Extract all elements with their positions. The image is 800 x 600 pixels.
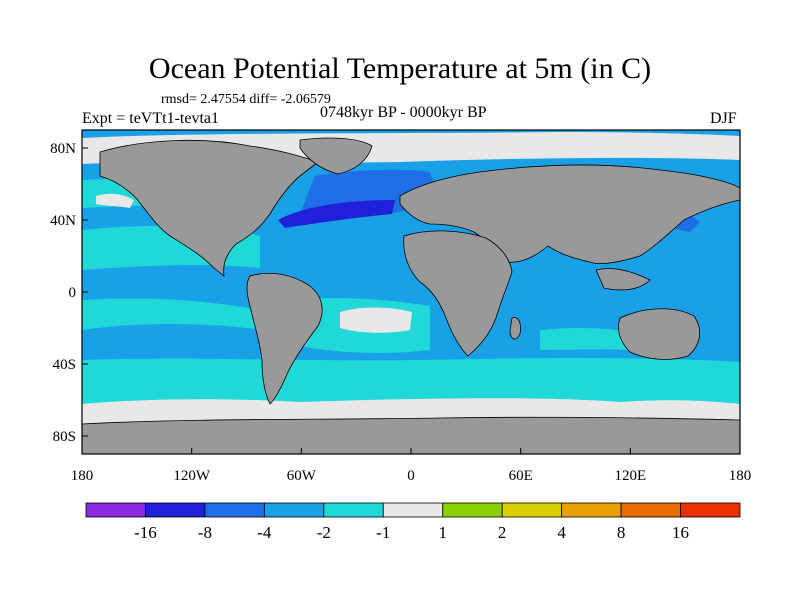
colorbar-swatch	[263, 502, 325, 518]
colorbar-label: -8	[198, 523, 212, 542]
lat-tick-label: 0	[69, 285, 77, 301]
colorbar-swatch	[382, 502, 444, 518]
colorbar-label: -4	[257, 523, 272, 542]
north-atlantic-deep-cold	[278, 200, 395, 228]
madagascar	[509, 317, 521, 340]
colorbar-swatch	[442, 502, 503, 518]
lon-tick-label: 120E	[614, 468, 646, 484]
experiment-label: Expt = teVTt1-tevta1	[82, 110, 219, 127]
latitude-axis: 80N 40N 0 40S 80S	[50, 141, 88, 445]
australia	[618, 308, 701, 360]
ocean-band-light	[82, 298, 270, 330]
colorbar-swatch	[620, 502, 681, 518]
lat-tick-label: 80S	[53, 429, 76, 445]
colorbar-swatch	[680, 502, 741, 518]
southeast-asia	[595, 268, 651, 291]
colorbar-label: 8	[617, 523, 626, 542]
colorbar-swatch	[85, 502, 146, 518]
colorbar-label: 2	[498, 523, 507, 542]
ocean-band-light	[82, 358, 740, 410]
colorbar-label: 4	[557, 523, 566, 542]
lon-tick-label: 180	[729, 468, 752, 484]
period-label: 0748kyr BP - 0000kyr BP	[320, 104, 487, 121]
colorbar-swatch	[561, 502, 622, 518]
stats-text: rmsd= 2.47554 diff= -2.06579	[161, 92, 331, 107]
lon-tick-label: 60W	[287, 468, 317, 484]
map-title: Ocean Potential Temperature at 5m (in C)	[148, 52, 652, 85]
neutral-patch	[340, 307, 412, 333]
colorbar: -16 -8 -4 -2 -1 1 2 4 8 16	[85, 502, 741, 542]
land-masses	[82, 137, 740, 454]
lon-tick-label: 0	[407, 468, 415, 484]
colorbar-swatch	[323, 502, 384, 518]
lon-tick-label: 60E	[509, 468, 533, 484]
south-america	[246, 272, 323, 405]
longitude-axis: 180 120W 60W 0 60E 120E 180	[71, 448, 752, 484]
season-label: DJF	[710, 110, 737, 127]
neutral-patch	[96, 193, 134, 208]
colorbar-label: -1	[376, 523, 390, 542]
map-body	[82, 130, 740, 454]
colorbar-swatch	[204, 502, 265, 518]
lat-tick-label: 40N	[50, 213, 76, 229]
colorbar-swatch	[145, 502, 206, 518]
africa	[403, 230, 513, 357]
antarctica	[82, 416, 740, 454]
north-america	[99, 139, 319, 277]
colorbar-label: 1	[438, 523, 447, 542]
colorbar-swatch	[501, 502, 563, 518]
colorbar-label: 16	[672, 523, 689, 542]
lon-tick-label: 120W	[173, 468, 211, 484]
greenland	[299, 137, 373, 175]
lon-tick-label: 180	[71, 468, 94, 484]
colorbar-label: -2	[317, 523, 331, 542]
lat-tick-label: 80N	[50, 141, 76, 157]
colorbar-label: -16	[134, 523, 157, 542]
lat-tick-label: 40S	[53, 357, 76, 373]
